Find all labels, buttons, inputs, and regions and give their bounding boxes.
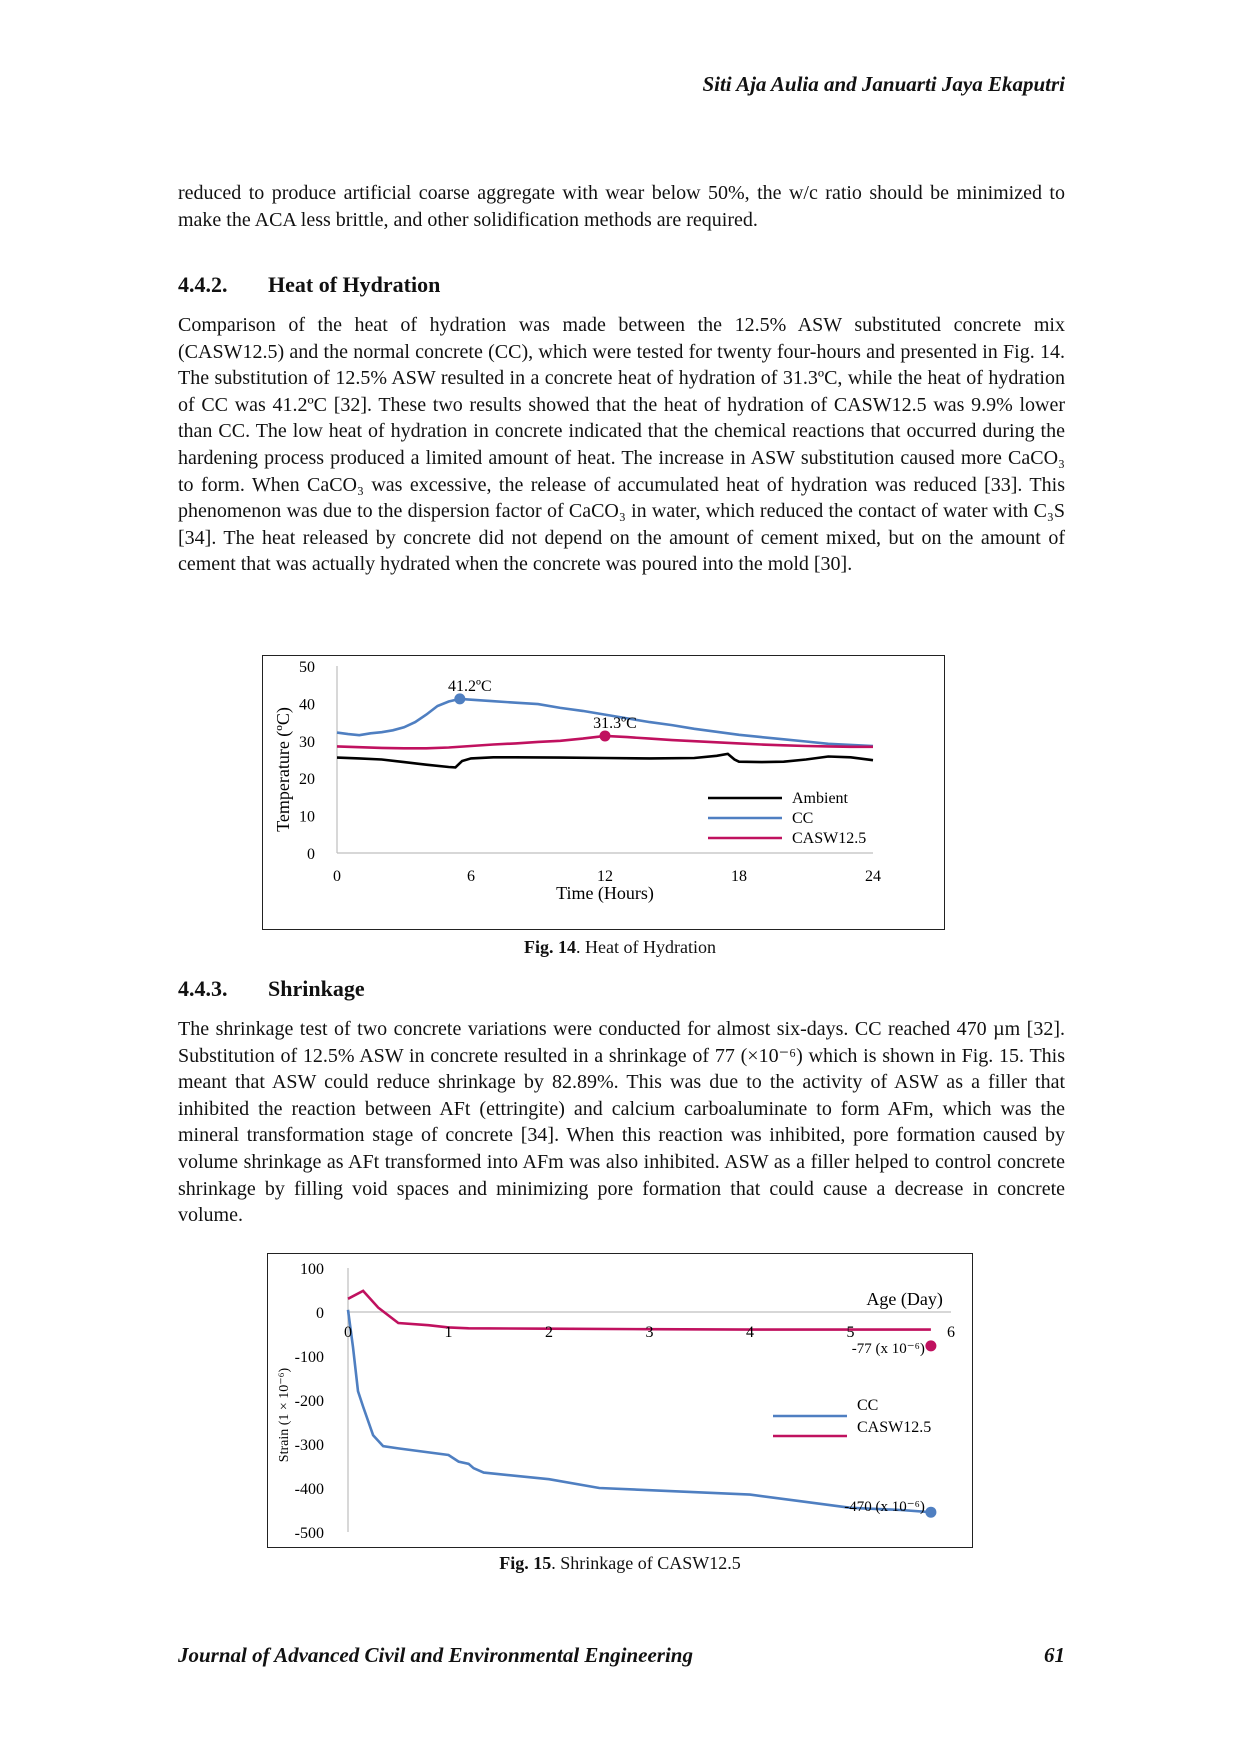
page-number: 61 [1044, 1643, 1065, 1667]
series-line-cc [336, 697, 874, 748]
figure-15-chart: 100 0 -100 -200 -300 -400 -500 0 1 2 3 4 5 6 Age (Day)… [267, 1253, 973, 1548]
section-title: Shrinkage [268, 976, 365, 1001]
section-number: 4.4.2. [178, 272, 228, 297]
legend-label-ambient: Ambient [792, 790, 849, 807]
y-axis-title: Temperature (ºC) [273, 707, 294, 832]
end-value-label: -77 (x 10⁻⁶) [852, 1341, 925, 1357]
figure-label: Fig. 14 [524, 937, 577, 957]
y-tick-label: 20 [299, 771, 315, 788]
series-line-ambient [336, 752, 874, 769]
x-tick-label: 24 [865, 868, 881, 885]
y-axis-title: Strain (1 × 10⁻⁶) [277, 1367, 292, 1462]
y-tick-label: 100 [300, 1261, 324, 1278]
x-tick-label: 0 [344, 1324, 352, 1341]
heat-paragraph: Comparison of the heat of hydration was … [178, 314, 1065, 576]
x-tick-label: 4 [746, 1324, 754, 1341]
chart-text: 0 10 20 30 40 50 0 6 12 18 24 Time (Hours) Temperatu… [273, 659, 881, 904]
x-axis-title: Age (Day) [866, 1289, 942, 1310]
legend-label-casw12-5: CASW12.5 [857, 1419, 931, 1436]
y-tick-label: -100 [295, 1349, 324, 1366]
x-tick-label: 0 [333, 868, 341, 885]
figure-label: Fig. 15 [499, 1553, 552, 1573]
end-marker-cc [925, 1506, 937, 1518]
y-tick-label: 0 [307, 846, 315, 863]
section-heading-shrinkage: 4.4.3. Shrinkage [178, 976, 365, 1002]
legend-label-cc: CC [857, 1397, 878, 1414]
x-tick-label: 18 [731, 868, 747, 885]
shrinkage-chart: 100 0 -100 -200 -300 -400 -500 0 1 2 3 4 5 6 Age (Day)… [277, 1261, 955, 1542]
series-line-cc [346, 1309, 931, 1514]
y-tick-label: -400 [295, 1481, 324, 1498]
section-heading-heat: 4.4.2. Heat of Hydration [178, 272, 440, 298]
y-tick-label: 50 [299, 659, 315, 676]
y-tick-label: 10 [299, 809, 315, 826]
figure-14-caption: Fig. 14. Heat of Hydration [0, 937, 1240, 958]
x-tick-label: 1 [445, 1324, 453, 1341]
heat-of-hydration-chart: 0 10 20 30 40 50 0 6 12 18 24 Time (Hours) Temperatu… [273, 659, 881, 904]
end-value-label: -470 (x 10⁻⁶) [844, 1499, 925, 1515]
figure-caption-text: . Heat of Hydration [576, 937, 716, 957]
y-tick-label: 40 [299, 696, 315, 713]
x-tick-label: 6 [467, 868, 475, 885]
figure-caption-text: . Shrinkage of CASW12.5 [551, 1553, 741, 1573]
chart-series-lines [336, 693, 874, 840]
running-footer-journal: Journal of Advanced Civil and Environmen… [178, 1643, 693, 1667]
y-tick-label: -500 [295, 1525, 324, 1542]
y-tick-label: 30 [299, 734, 315, 751]
section-number: 4.4.3. [178, 976, 228, 1001]
peak-label: 41.2ºC [448, 678, 492, 695]
legend-label-cc: CC [792, 810, 813, 827]
intro-paragraph: reduced to produce artificial coarse agg… [178, 182, 1065, 231]
x-tick-label: 12 [597, 868, 613, 885]
y-tick-label: 0 [316, 1305, 324, 1322]
chart-text: 100 0 -100 -200 -300 -400 -500 0 1 2 3 4 5 6 Age (Day)… [277, 1261, 955, 1542]
running-header-authors: Siti Aja Aulia and Januarti Jaya Ekaputr… [702, 72, 1065, 96]
x-tick-label: 6 [947, 1324, 955, 1341]
legend-label-casw12-5: CASW12.5 [792, 830, 866, 847]
x-tick-label: 5 [847, 1324, 855, 1341]
y-tick-label: -300 [295, 1437, 324, 1454]
x-tick-label: 3 [646, 1324, 654, 1341]
shrinkage-paragraph: The shrinkage test of two concrete varia… [178, 1018, 1065, 1227]
end-marker-casw12-5 [925, 1340, 937, 1352]
x-axis-title: Time (Hours) [556, 883, 654, 904]
series-line-casw12-5 [347, 1289, 931, 1331]
peak-marker-casw12-5 [599, 730, 611, 742]
figure-14-chart: 0 10 20 30 40 50 0 6 12 18 24 Time (Hours) Temperatu… [262, 655, 945, 930]
section-title: Heat of Hydration [268, 272, 441, 297]
chart-series-lines [346, 1289, 937, 1518]
figure-15-caption: Fig. 15. Shrinkage of CASW12.5 [0, 1553, 1240, 1574]
peak-marker-cc [454, 693, 466, 705]
x-tick-label: 2 [545, 1324, 553, 1341]
peak-label: 31.3ºC [593, 715, 637, 732]
chart-axes [336, 666, 873, 854]
y-tick-label: -200 [295, 1393, 324, 1410]
